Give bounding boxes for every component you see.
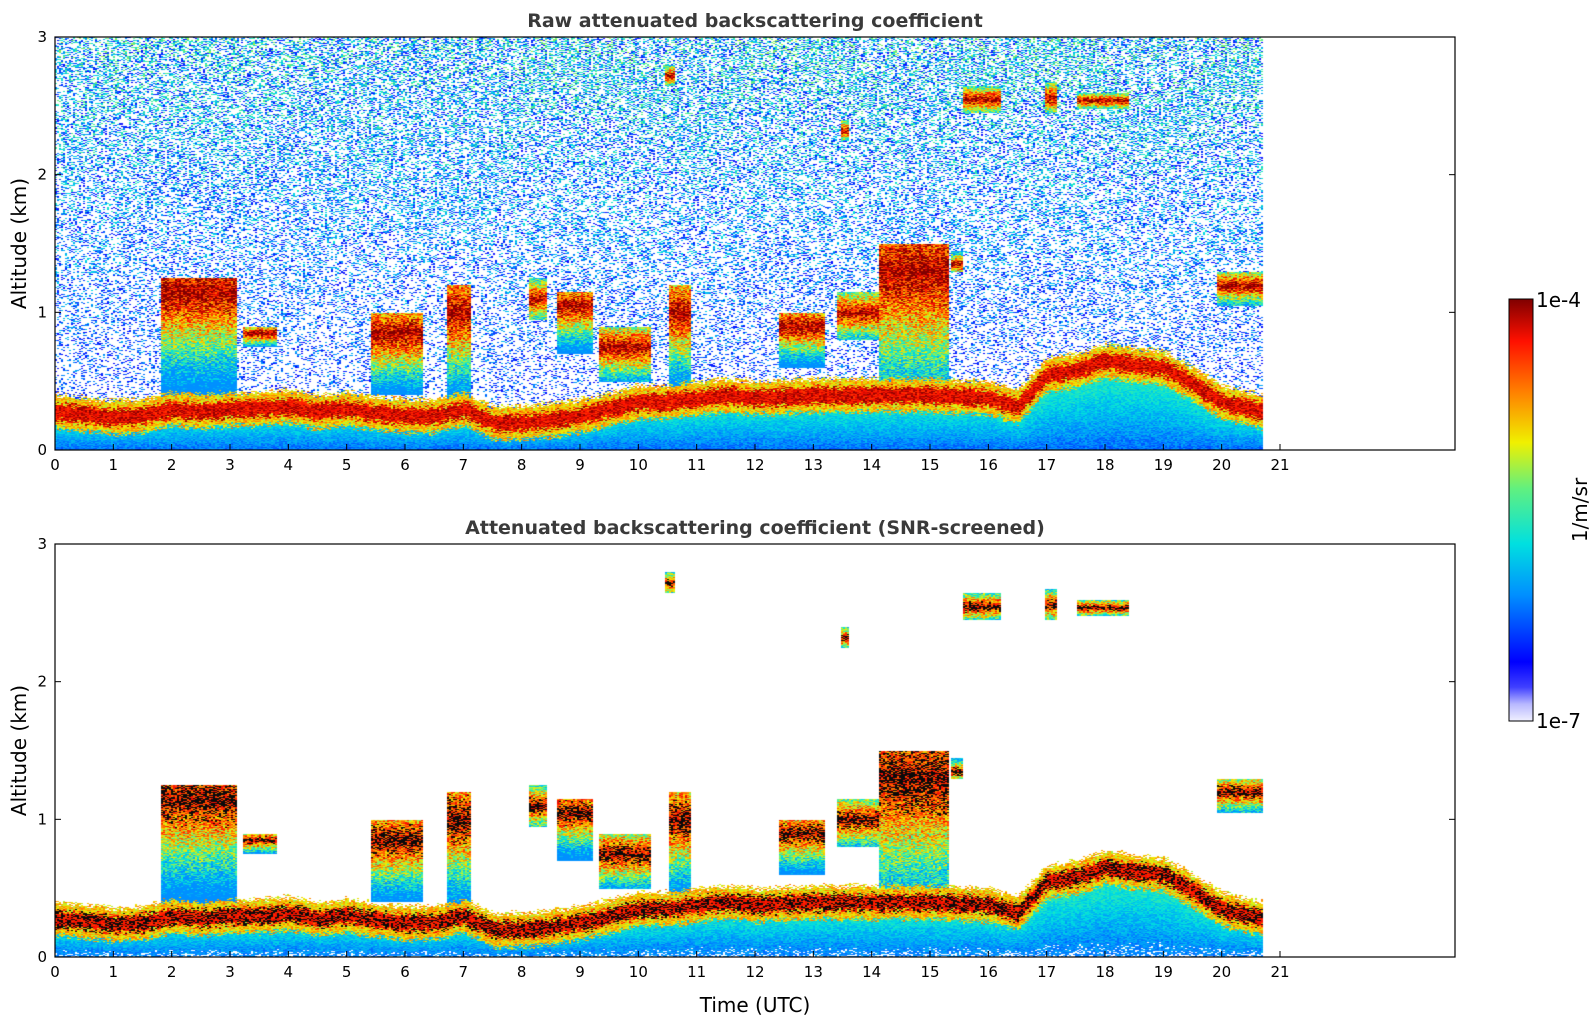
x-tick-label: 6 xyxy=(400,963,410,981)
x-tick-label: 10 xyxy=(629,963,648,981)
x-tick-label: 18 xyxy=(1095,963,1114,981)
heatmap-raw xyxy=(55,37,1455,450)
x-tick-label: 11 xyxy=(687,963,706,981)
x-tick-label: 15 xyxy=(920,963,939,981)
colorbar-gradient xyxy=(1508,298,1534,722)
x-tick-label: 19 xyxy=(1154,963,1173,981)
x-tick-label: 12 xyxy=(745,963,764,981)
x-tick-label: 5 xyxy=(342,963,352,981)
x-tick-label: 1 xyxy=(109,456,119,474)
x-tick-label: 2 xyxy=(167,963,177,981)
x-tick-label: 7 xyxy=(459,456,469,474)
colorbar: 1e-4 1e-7 1/m/sr xyxy=(1508,288,1592,733)
panel-screened: Attenuated backscattering coefficient (S… xyxy=(7,517,1456,1017)
chart-title-screened: Attenuated backscattering coefficient (S… xyxy=(465,517,1045,539)
x-tick-label: 4 xyxy=(284,963,294,981)
x-tick-label: 1 xyxy=(109,963,119,981)
x-tick-label: 17 xyxy=(1037,963,1056,981)
panel-raw: Raw attenuated backscattering coefficien… xyxy=(7,10,1456,474)
x-tick-label: 18 xyxy=(1095,456,1114,474)
x-tick-label: 13 xyxy=(804,456,823,474)
y-tick-label: 0 xyxy=(37,441,47,459)
x-tick-label: 6 xyxy=(400,456,410,474)
x-tick-label: 14 xyxy=(862,456,881,474)
x-tick-label: 3 xyxy=(225,456,235,474)
x-tick-label: 9 xyxy=(575,456,585,474)
x-tick-label: 14 xyxy=(862,963,881,981)
x-tick-label: 8 xyxy=(517,963,527,981)
x-tick-label: 20 xyxy=(1212,963,1231,981)
colorbar-unit-label: 1/m/sr xyxy=(1568,477,1592,542)
x-tick-label: 16 xyxy=(979,963,998,981)
y-tick-label: 1 xyxy=(37,303,47,321)
y-tick-label: 3 xyxy=(37,28,47,46)
colorbar-max-label: 1e-4 xyxy=(1536,288,1581,312)
x-tick-label: 19 xyxy=(1154,456,1173,474)
x-tick-label: 11 xyxy=(687,456,706,474)
x-tick-label: 15 xyxy=(920,456,939,474)
x-tick-label: 5 xyxy=(342,456,352,474)
x-tick-label: 10 xyxy=(629,456,648,474)
x-tick-label: 0 xyxy=(50,456,60,474)
x-tick-label: 2 xyxy=(167,456,177,474)
y-tick-label: 2 xyxy=(37,166,47,184)
x-tick-label: 12 xyxy=(745,456,764,474)
y-tick-label: 2 xyxy=(37,673,47,691)
heatmap-raw-plotarea xyxy=(55,37,1455,450)
colorbar-min-label: 1e-7 xyxy=(1536,709,1581,733)
x-tick-label: 8 xyxy=(517,456,527,474)
y-axis-label-screened: Altitude (km) xyxy=(7,685,31,816)
x-tick-label: 20 xyxy=(1212,456,1231,474)
x-tick-label: 3 xyxy=(225,963,235,981)
y-axis-label-raw: Altitude (km) xyxy=(7,178,31,309)
x-tick-label: 7 xyxy=(459,963,469,981)
y-tick-label: 1 xyxy=(37,810,47,828)
heatmap-screened xyxy=(55,544,1455,957)
y-tick-label: 3 xyxy=(37,535,47,553)
x-tick-label: 9 xyxy=(575,963,585,981)
x-tick-label: 16 xyxy=(979,456,998,474)
x-tick-label: 21 xyxy=(1270,963,1289,981)
y-tick-label: 0 xyxy=(37,948,47,966)
x-tick-label: 4 xyxy=(284,456,294,474)
heatmap-screened-plotarea xyxy=(55,544,1455,957)
x-tick-label: 17 xyxy=(1037,456,1056,474)
x-tick-label: 13 xyxy=(804,963,823,981)
chart-title-raw: Raw attenuated backscattering coefficien… xyxy=(527,10,983,32)
x-tick-label: 0 xyxy=(50,963,60,981)
x-axis-label: Time (UTC) xyxy=(699,993,811,1017)
x-tick-label: 21 xyxy=(1270,456,1289,474)
